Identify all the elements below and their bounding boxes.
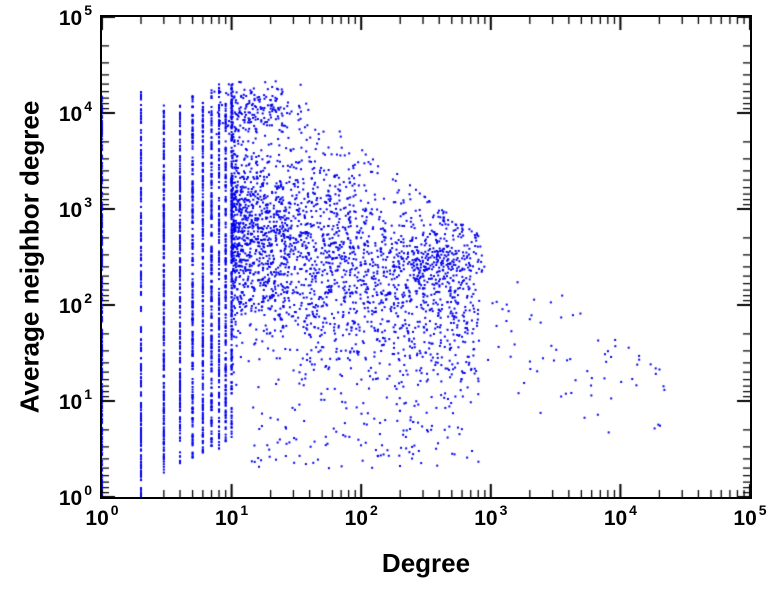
tick-label-10e4: 10 4 <box>603 502 637 530</box>
tick-label-10e1: 10 1 <box>215 502 249 530</box>
tick-label-10e2: 10 2 <box>344 502 378 530</box>
y-axis-title: Average neighbor degree <box>14 100 45 414</box>
tick-label-10e2: 10 2 <box>58 290 92 318</box>
x-axis-title: Degree <box>381 548 471 578</box>
tick-label-10e5: 10 5 <box>58 2 92 30</box>
tick-label-10e0: 10 0 <box>58 482 92 510</box>
tick-label-10e1: 10 1 <box>58 386 92 414</box>
tick-label-10e0: 10 0 <box>85 502 119 530</box>
tick-label-10e5: 10 5 <box>733 502 767 530</box>
tick-label-10e3: 10 3 <box>474 502 508 530</box>
plot-area-canvas <box>100 15 752 499</box>
tick-label-10e4: 10 4 <box>58 98 92 126</box>
tick-label-10e3: 10 3 <box>58 194 92 222</box>
